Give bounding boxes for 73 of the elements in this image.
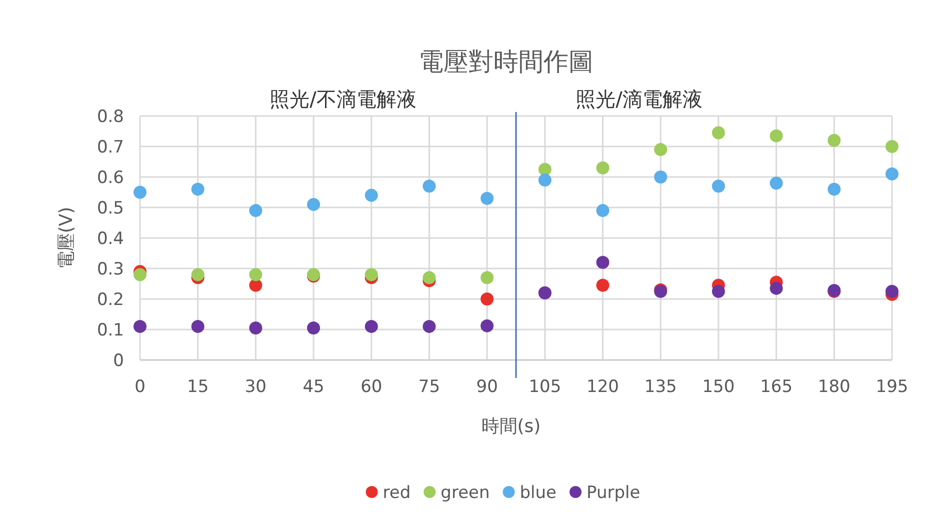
legend-label: red bbox=[382, 483, 411, 503]
point bbox=[422, 320, 436, 333]
point bbox=[422, 180, 436, 193]
point bbox=[134, 186, 146, 199]
x-tick-label: 60 bbox=[360, 377, 382, 397]
y-tick-label: 0.7 bbox=[96, 138, 124, 158]
point bbox=[191, 320, 204, 333]
point bbox=[886, 140, 898, 153]
point bbox=[307, 198, 320, 211]
text: 照光/滴電解液 bbox=[576, 87, 702, 111]
legend-label: green bbox=[440, 483, 490, 503]
text: 照光/不滴電解液 bbox=[270, 87, 416, 111]
x-tick-label: 75 bbox=[418, 377, 440, 397]
point bbox=[712, 284, 725, 298]
x-axis-title: 時間(s) bbox=[481, 416, 541, 437]
y-tick-label: 0.4 bbox=[96, 229, 124, 249]
point bbox=[307, 321, 320, 334]
point bbox=[886, 167, 898, 180]
point bbox=[134, 320, 146, 333]
point bbox=[712, 180, 725, 193]
point bbox=[538, 174, 552, 187]
point bbox=[249, 204, 262, 218]
point bbox=[249, 268, 262, 282]
point bbox=[249, 321, 262, 334]
point bbox=[654, 170, 668, 184]
point bbox=[886, 284, 898, 298]
x-tick-label: 45 bbox=[302, 377, 324, 397]
y-axis-title: 電壓(V) bbox=[56, 206, 77, 270]
point bbox=[364, 188, 378, 202]
point bbox=[364, 268, 378, 282]
x-tick-label: 195 bbox=[876, 377, 908, 397]
x-tick-label: 120 bbox=[586, 377, 619, 397]
x-tick-label: 15 bbox=[187, 377, 209, 397]
point bbox=[770, 129, 783, 142]
point bbox=[480, 292, 494, 306]
point bbox=[422, 271, 436, 284]
x-tick-label: 30 bbox=[244, 377, 267, 397]
point bbox=[134, 268, 146, 282]
point bbox=[191, 182, 204, 196]
y-tick-label: 0 bbox=[113, 351, 124, 371]
x-tick-label: 135 bbox=[644, 377, 677, 397]
point bbox=[596, 161, 610, 174]
point bbox=[249, 278, 262, 292]
y-tick-label: 0.8 bbox=[96, 107, 124, 127]
x-tick-label: 180 bbox=[818, 377, 850, 397]
point bbox=[828, 134, 841, 147]
y-tick-label: 0.2 bbox=[96, 290, 124, 310]
point bbox=[596, 256, 610, 269]
y-tick-label: 0.3 bbox=[96, 260, 124, 280]
point bbox=[596, 278, 610, 292]
y-tick-label: 0.5 bbox=[96, 198, 124, 218]
point bbox=[191, 268, 204, 282]
x-tick-label: 105 bbox=[528, 377, 562, 397]
point bbox=[480, 192, 494, 205]
point bbox=[828, 182, 841, 196]
point bbox=[480, 271, 494, 284]
point bbox=[712, 126, 725, 140]
legend-label: Purple bbox=[586, 483, 640, 503]
point bbox=[480, 319, 494, 332]
legend-label: blue bbox=[520, 483, 557, 503]
point bbox=[596, 204, 610, 218]
point bbox=[770, 176, 783, 190]
point bbox=[654, 143, 668, 156]
x-tick-label: 150 bbox=[702, 377, 735, 397]
point bbox=[364, 320, 378, 333]
x-tick-label: 0 bbox=[134, 377, 146, 397]
y-tick-label: 0.6 bbox=[96, 168, 124, 188]
x-tick-label: 165 bbox=[760, 377, 793, 397]
y-tick-label: 0.1 bbox=[96, 320, 124, 340]
chart-title: 電壓對時間作圖 bbox=[418, 47, 594, 76]
point bbox=[538, 162, 552, 176]
x-tick-label: 90 bbox=[476, 377, 498, 397]
point bbox=[770, 282, 783, 295]
